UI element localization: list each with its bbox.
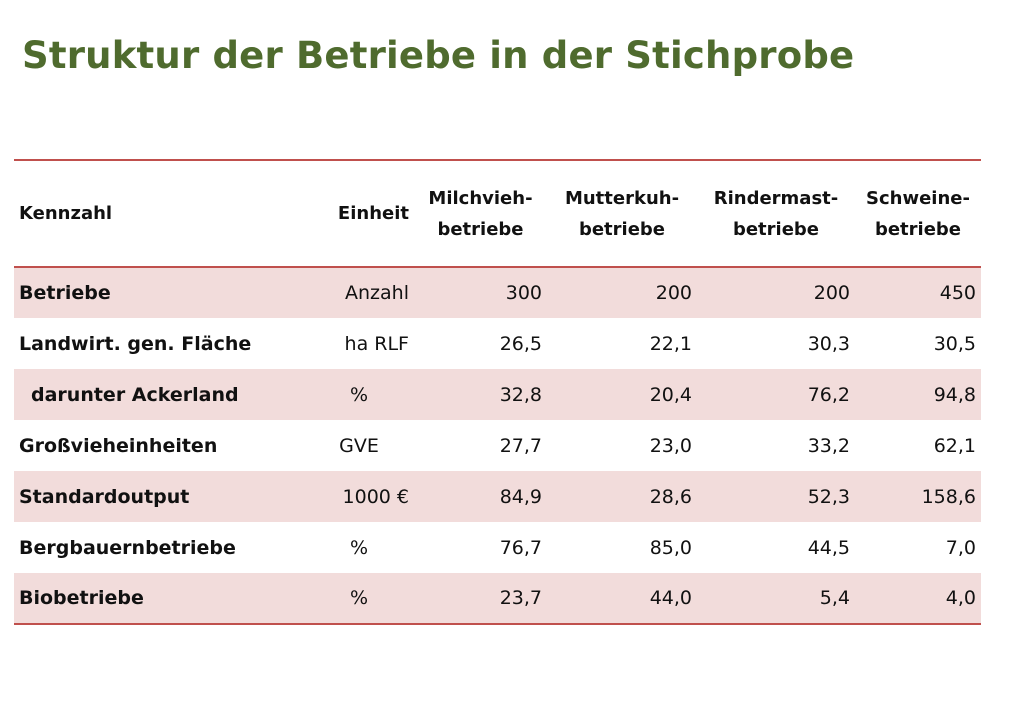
row-unit: % xyxy=(304,369,414,420)
header-line: betriebe xyxy=(437,218,524,240)
row-label: darunter Ackerland xyxy=(14,369,304,420)
row-unit: Anzahl xyxy=(304,267,414,318)
cell-value: 27,7 xyxy=(499,434,542,457)
row-unit: % xyxy=(349,536,369,559)
header-line: betriebe xyxy=(874,218,962,240)
cell-value: 200 xyxy=(697,267,855,318)
header-line: betriebe xyxy=(732,218,820,240)
header-milchviehbetriebe: Milchvieh-betriebe xyxy=(414,160,547,267)
cell-value: 52,3 xyxy=(697,471,855,522)
cell-value: 22,1 xyxy=(649,332,692,355)
header-mutterkuhbetriebe: Mutterkuh-betriebe xyxy=(547,160,697,267)
page-title: Struktur der Betriebe in der Stichprobe xyxy=(22,34,855,77)
cell-value: 62,1 xyxy=(933,434,976,457)
cell-value: 26,5 xyxy=(499,332,542,355)
cell-value: 30,5 xyxy=(933,332,976,355)
cell-value: 85,0 xyxy=(649,536,692,559)
cell-value: 84,9 xyxy=(414,471,547,522)
row-label: Betriebe xyxy=(14,267,304,318)
cell-value: 300 xyxy=(414,267,547,318)
table-row: Bergbauernbetriebe % 76,7 85,0 44,5 7,0 xyxy=(14,522,981,573)
structure-table-container: Kennzahl Einheit Milchvieh-betriebe Mutt… xyxy=(14,159,981,625)
header-line: Milchvieh- xyxy=(428,187,533,209)
cell-value: 44,5 xyxy=(807,536,850,559)
header-kennzahl: Kennzahl xyxy=(14,160,304,267)
header-line: Mutterkuh- xyxy=(564,187,680,209)
cell-value: 33,2 xyxy=(807,434,850,457)
table-header-row: Kennzahl Einheit Milchvieh-betriebe Mutt… xyxy=(14,160,981,267)
cell-value: 30,3 xyxy=(807,332,850,355)
header-line: Rindermast- xyxy=(713,187,839,209)
row-unit: GVE xyxy=(339,434,379,457)
row-unit: % xyxy=(304,573,414,624)
row-label: Großvieheinheiten xyxy=(19,434,218,457)
header-schweinebetriebe: Schweine-betriebe xyxy=(855,160,981,267)
cell-value: 450 xyxy=(855,267,981,318)
row-label: Bergbauernbetriebe xyxy=(19,536,236,559)
cell-value: 20,4 xyxy=(547,369,697,420)
cell-value: 23,7 xyxy=(414,573,547,624)
cell-value: 158,6 xyxy=(855,471,981,522)
table-row: Betriebe Anzahl 300 200 200 450 xyxy=(14,267,981,318)
cell-value: 76,2 xyxy=(697,369,855,420)
cell-value: 23,0 xyxy=(649,434,692,457)
header-line: Schweine- xyxy=(866,187,970,209)
table-row: Biobetriebe % 23,7 44,0 5,4 4,0 xyxy=(14,573,981,624)
header-line: betriebe xyxy=(578,218,666,240)
table-row: darunter Ackerland % 32,8 20,4 76,2 94,8 xyxy=(14,369,981,420)
cell-value: 76,7 xyxy=(499,536,542,559)
cell-value: 44,0 xyxy=(547,573,697,624)
cell-value: 32,8 xyxy=(414,369,547,420)
table-row: Standardoutput 1000 € 84,9 28,6 52,3 158… xyxy=(14,471,981,522)
cell-value: 5,4 xyxy=(697,573,855,624)
structure-table: Kennzahl Einheit Milchvieh-betriebe Mutt… xyxy=(14,159,981,625)
row-label: Standardoutput xyxy=(14,471,304,522)
table-row: Landwirt. gen. Fläche ha RLF 26,5 22,1 3… xyxy=(14,318,981,369)
row-label: Landwirt. gen. Fläche xyxy=(19,332,252,355)
header-rindermastbetriebe: Rindermast-betriebe xyxy=(697,160,855,267)
row-label: Biobetriebe xyxy=(14,573,304,624)
row-unit: 1000 € xyxy=(304,471,414,522)
cell-value: 4,0 xyxy=(855,573,981,624)
header-einheit: Einheit xyxy=(304,160,414,267)
cell-value: 94,8 xyxy=(855,369,981,420)
cell-value: 200 xyxy=(547,267,697,318)
table-row: Großvieheinheiten GVE 27,7 23,0 33,2 62,… xyxy=(14,420,981,471)
row-unit: ha RLF xyxy=(344,332,409,355)
cell-value: 7,0 xyxy=(945,536,976,559)
cell-value: 28,6 xyxy=(547,471,697,522)
